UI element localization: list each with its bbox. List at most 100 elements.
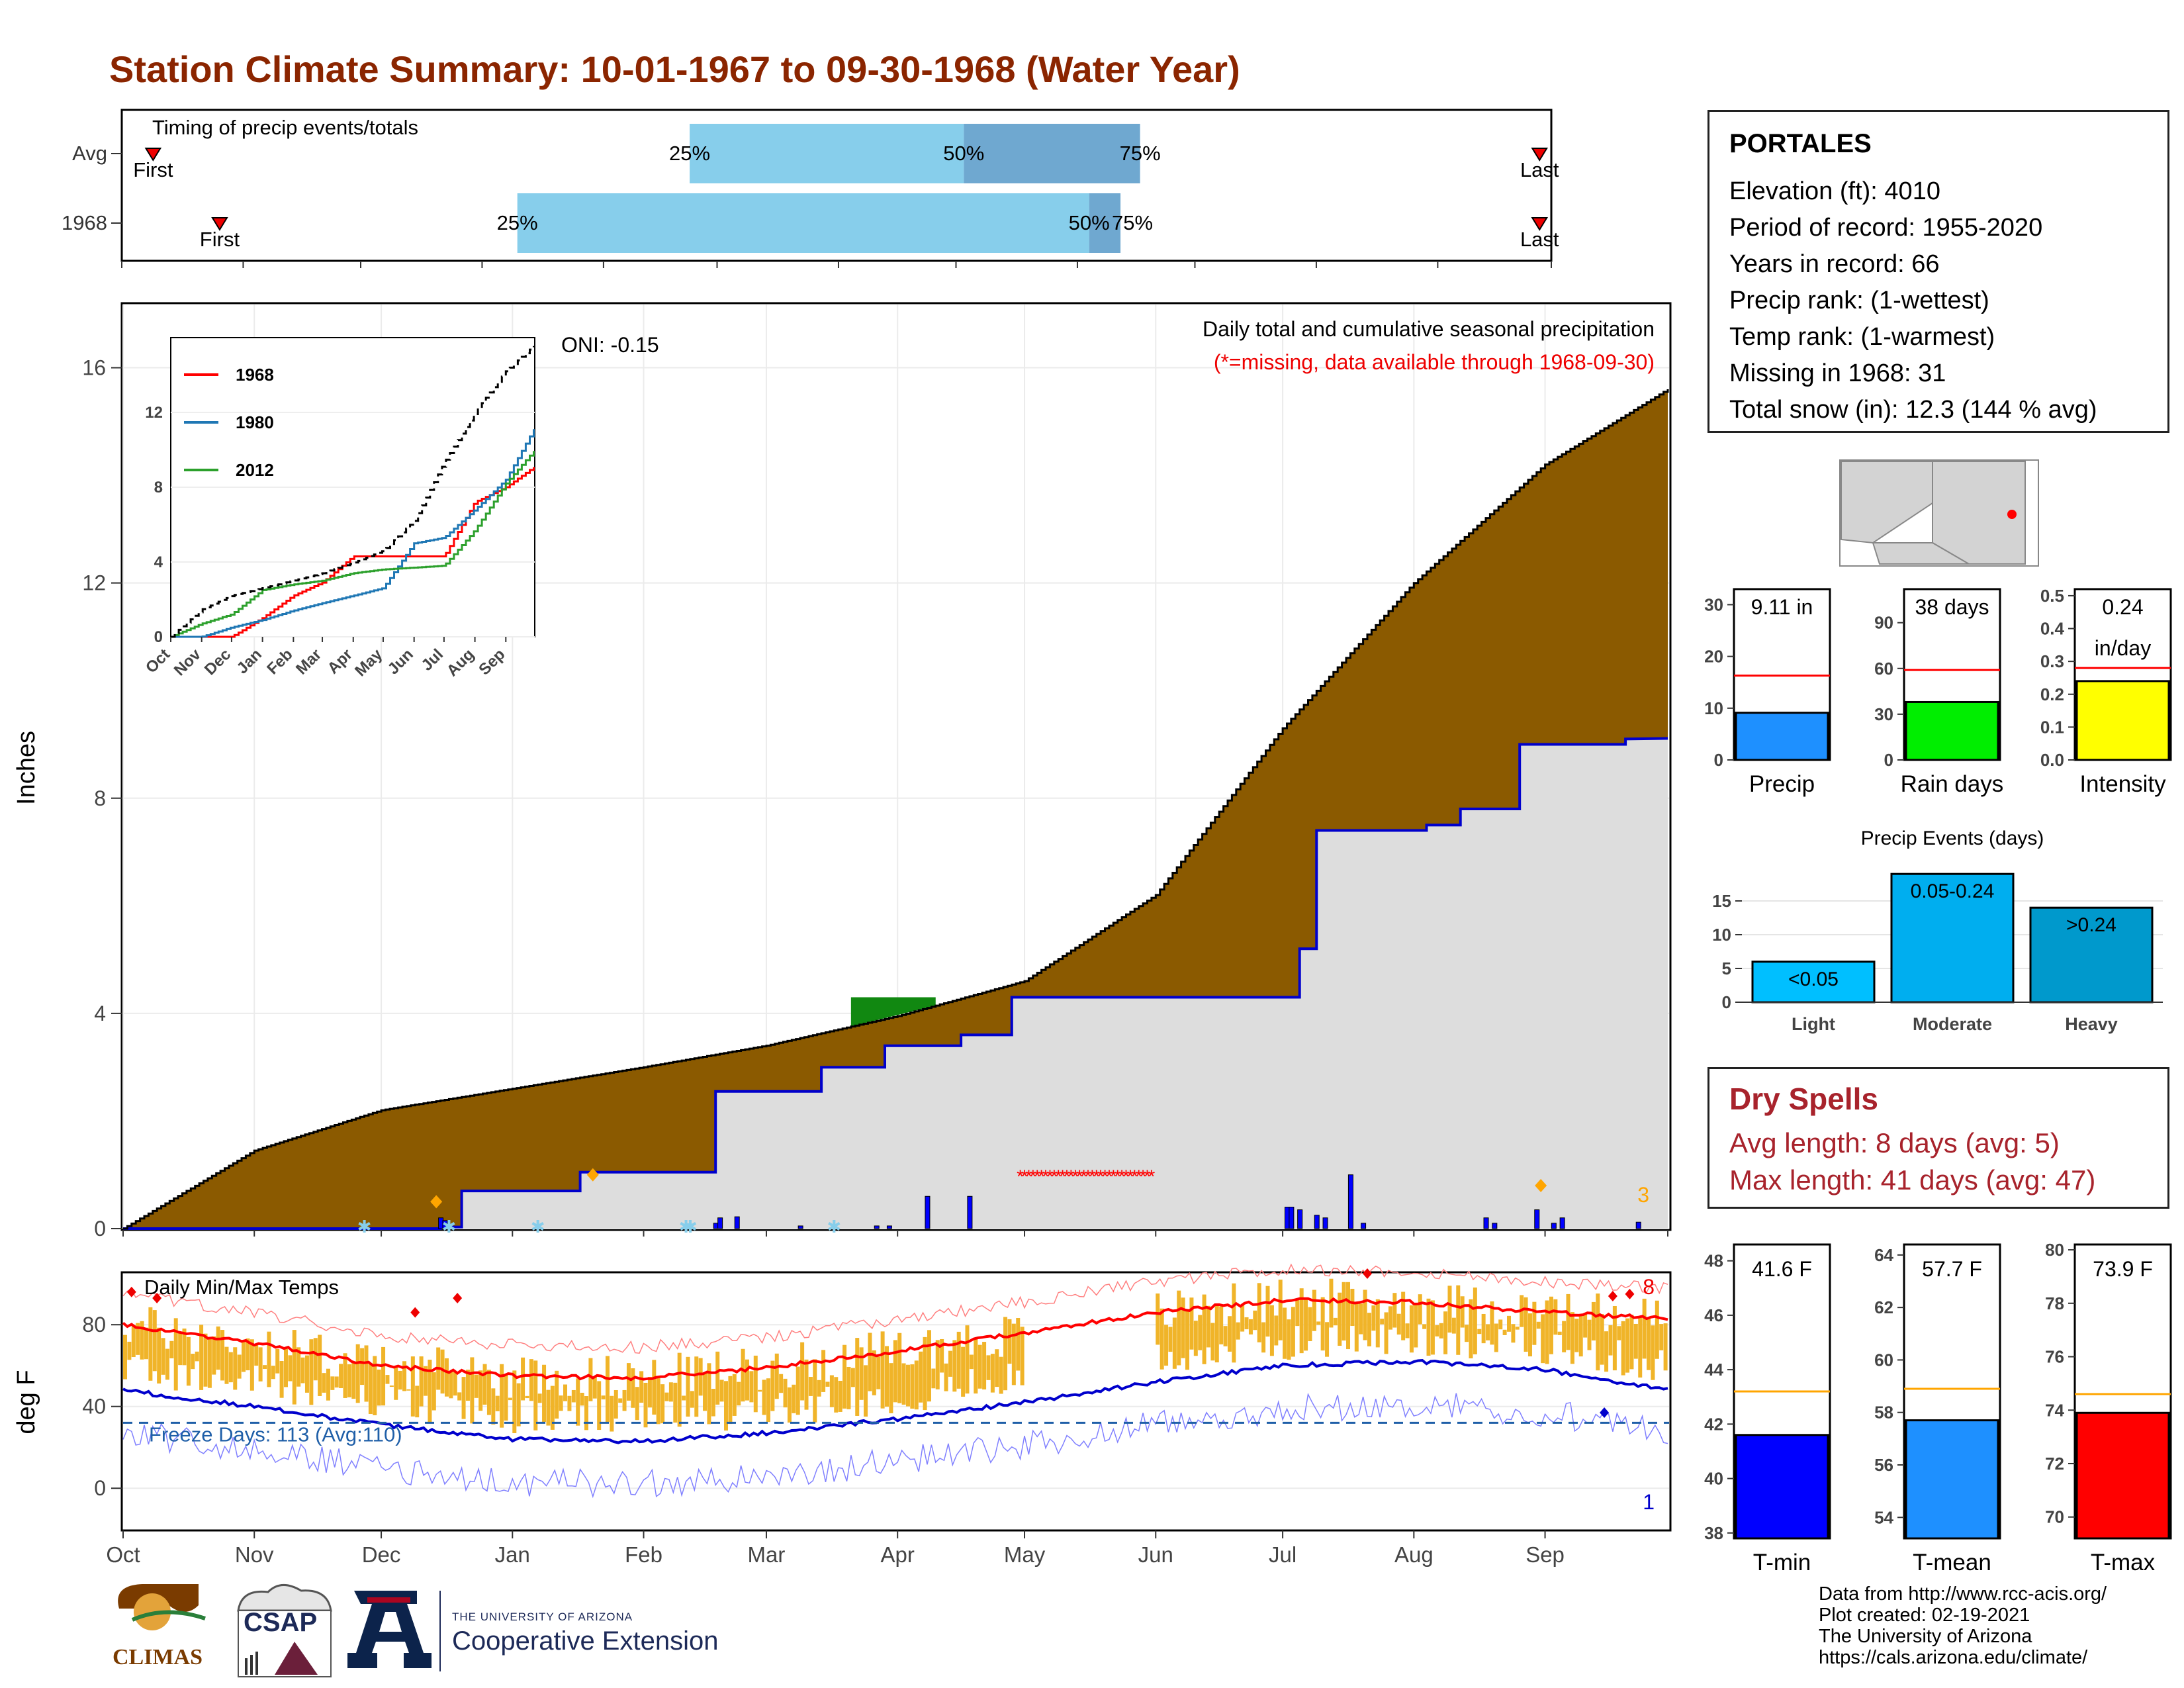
daily-temp-range-bar [1375, 1299, 1380, 1348]
daily-temp-range-bar [410, 1356, 415, 1417]
record-max-line [122, 1263, 1668, 1354]
inset-series-line [171, 346, 535, 638]
summary-bar-tick-label: 10 [1704, 698, 1723, 718]
daily-temp-range-bar [339, 1364, 343, 1389]
daily-precip-bar [925, 1196, 931, 1229]
daily-temp-range-bar [1469, 1299, 1473, 1359]
temp-bar-tick-label: 38 [1704, 1523, 1723, 1543]
daily-temp-range-bar [1342, 1282, 1346, 1341]
daily-temp-range-bar [373, 1356, 377, 1415]
climas-logo-text: CLIMAS [113, 1645, 203, 1669]
daily-precip-bar [1551, 1223, 1557, 1229]
daily-temp-range-bar [555, 1370, 559, 1419]
temp-bar-tick-label: 56 [1874, 1455, 1893, 1475]
daily-temp-range-bar [682, 1395, 686, 1401]
first-event-marker [211, 217, 228, 231]
daily-temp-range-bar [703, 1372, 707, 1411]
summary-bar-tick-label: 0.1 [2040, 717, 2064, 737]
x-month-label: Nov [235, 1542, 274, 1567]
timing-p75-label: 75% [1120, 142, 1161, 165]
first-event-label: First [133, 158, 173, 181]
daily-temp-range-bar [1578, 1315, 1583, 1357]
daily-precip-bar [1347, 1174, 1353, 1229]
daily-temp-range-bar [220, 1330, 225, 1381]
daily-temp-range-bar [1439, 1323, 1443, 1338]
summary-bar-tick-label: 0.2 [2040, 684, 2064, 704]
daily-temp-range-bar [1608, 1325, 1613, 1356]
daily-temp-range-bar [741, 1348, 745, 1402]
daily-temp-range-bar [123, 1335, 127, 1380]
actual-area [123, 738, 1668, 1229]
events-category: Light [1792, 1014, 1835, 1034]
daily-temp-range-bar [1486, 1324, 1490, 1340]
missing-day-marker: * [1025, 1166, 1032, 1187]
events-tick-label: 15 [1712, 891, 1731, 911]
station-temp-rank: Temp rank: (1-warmest) [1729, 323, 1995, 351]
daily-temp-range-bar [304, 1355, 309, 1393]
daily-temp-range-bar [550, 1385, 555, 1430]
x-month-label: Feb [625, 1542, 662, 1567]
daily-temp-range-bar [318, 1335, 322, 1396]
daily-temp-range-bar [978, 1344, 982, 1389]
daily-temp-range-bar [424, 1366, 428, 1396]
daily-temp-range-bar [813, 1359, 817, 1423]
snow-marker: ✱ [827, 1217, 841, 1237]
events-bar-label: >0.24 [2066, 914, 2116, 936]
dry-spells-title: Dry Spells [1729, 1082, 1878, 1116]
daily-temp-range-bar [1587, 1319, 1592, 1350]
temp-bar-name: T-min [1753, 1550, 1811, 1575]
daily-temp-range-bar [1545, 1300, 1549, 1364]
summary-bar-tick-label: 90 [1874, 613, 1893, 633]
missing-day-marker: * [1080, 1166, 1087, 1187]
daily-temp-range-bar [1549, 1296, 1553, 1354]
daily-temp-range-bar [512, 1370, 517, 1434]
station-location-marker [2007, 510, 2017, 519]
daily-temp-range-bar [1465, 1325, 1469, 1342]
daily-temp-range-bar [1401, 1291, 1406, 1340]
daily-temp-range-bar [1236, 1322, 1240, 1340]
daily-temp-range-bar [1511, 1324, 1516, 1343]
daily-temp-range-bar [1638, 1317, 1643, 1378]
daily-temp-range-bar [1371, 1305, 1376, 1331]
daily-temp-range-bar [368, 1364, 373, 1415]
daily-temp-range-bar [737, 1382, 741, 1406]
daily-temp-range-bar [152, 1310, 157, 1372]
daily-temp-range-bar [982, 1342, 987, 1389]
first-event-marker [144, 148, 162, 162]
snow-marker: ✱ [531, 1217, 545, 1237]
daily-temp-range-bar [592, 1376, 597, 1399]
missing-day-marker: * [1046, 1166, 1054, 1187]
station-years: Years in record: 66 [1729, 250, 1940, 278]
missing-day-marker: * [1135, 1166, 1142, 1187]
daily-temp-range-bar [647, 1377, 652, 1408]
missing-day-marker: * [1055, 1166, 1062, 1187]
daily-temp-range-bar [1443, 1311, 1448, 1354]
daily-temp-range-bar [1265, 1286, 1270, 1337]
daily-temp-range-bar [1396, 1313, 1401, 1335]
daily-temp-range-bar [432, 1372, 436, 1411]
daily-temp-range-bar [279, 1360, 284, 1398]
daily-temp-range-bar [821, 1350, 826, 1392]
daily-temp-range-bar [1553, 1299, 1558, 1335]
record-min-marker [1600, 1407, 1610, 1418]
events-bar [2029, 906, 2154, 1004]
daily-temp-range-bar [1604, 1331, 1609, 1372]
missing-day-marker: * [1140, 1166, 1147, 1187]
station-missing: Missing in 1968: 31 [1729, 359, 1946, 387]
timing-iqr-low [690, 124, 964, 183]
temp-panel: 0 40 80 Freeze Days: 113 (Avg:110) Daily Min… [13, 1263, 1672, 1567]
daily-temp-range-bar [402, 1361, 407, 1391]
daily-temp-range-bar [1367, 1313, 1371, 1346]
temp-y-tick-label: 80 [82, 1313, 106, 1336]
daily-temp-range-bar [1557, 1331, 1562, 1335]
y-tick-label: 12 [82, 571, 106, 595]
daily-temp-range-bar [1350, 1288, 1355, 1327]
missing-note: (*=missing, data available through 1968-… [1214, 350, 1655, 374]
timing-p50-label: 50% [943, 142, 984, 165]
daily-temp-range-bar [1261, 1322, 1266, 1353]
daily-temp-range-bar [842, 1344, 847, 1409]
daily-temp-range-bar [673, 1382, 678, 1423]
daily-temp-range-bar [846, 1366, 851, 1409]
daily-precip-bar [886, 1225, 892, 1229]
